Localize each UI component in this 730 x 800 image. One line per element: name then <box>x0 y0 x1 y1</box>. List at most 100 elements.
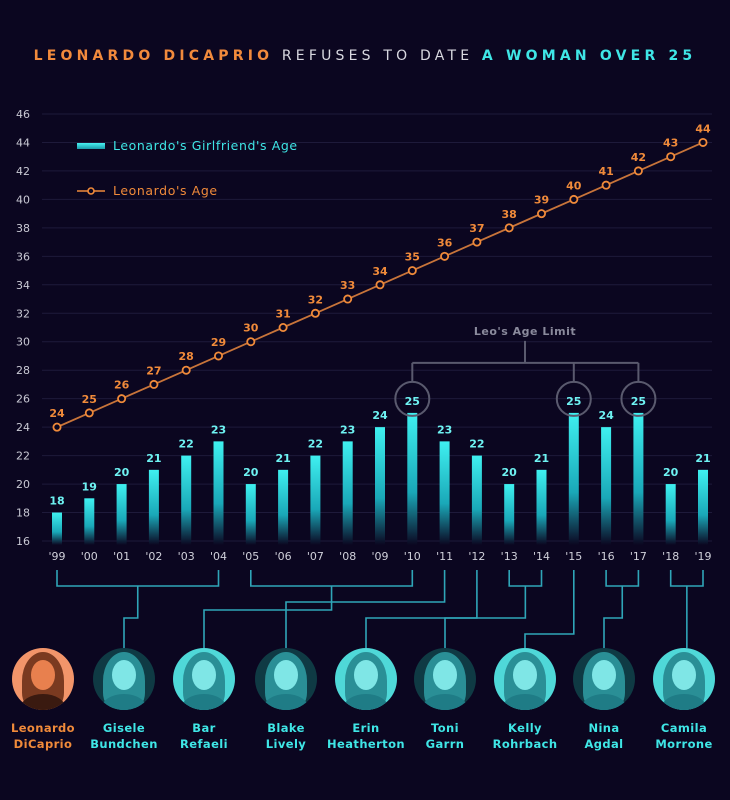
person-name: Leonardo DiCaprio <box>3 720 83 752</box>
connector-line <box>444 586 527 648</box>
person-name: Bar Refaeli <box>164 720 244 752</box>
bar <box>633 412 644 545</box>
first-name: Nina <box>588 721 620 735</box>
leo-age-marker <box>698 137 708 147</box>
age-limit-annotation: Leo's Age Limit <box>394 325 657 417</box>
leo-age-marker <box>472 237 482 247</box>
bar <box>504 484 515 545</box>
person-bar: Bar Refaeli <box>164 648 244 752</box>
first-name: Erin <box>352 721 380 735</box>
bar-value-label: 25 <box>631 395 646 408</box>
x-tick-label: '15 <box>565 550 582 563</box>
x-tick-label: '00 <box>81 550 98 563</box>
leo-age-label: 25 <box>82 393 97 406</box>
last-name: Rohrbach <box>492 737 558 751</box>
x-tick-label: '18 <box>662 550 679 563</box>
last-name: Garrn <box>425 737 465 751</box>
x-tick-label: '12 <box>468 550 485 563</box>
person-name: Blake Lively <box>246 720 326 752</box>
avatar <box>255 648 317 710</box>
leo-age-marker <box>310 308 320 318</box>
x-tick-label: '19 <box>694 550 711 563</box>
bar-value-label: 22 <box>469 438 484 451</box>
connector-line <box>123 586 139 648</box>
y-tick-label: 34 <box>16 279 30 292</box>
connector-line <box>605 570 640 587</box>
avatar <box>173 648 235 710</box>
bar-value-label: 23 <box>437 423 452 436</box>
y-tick-label: 42 <box>16 165 30 178</box>
bar-value-label: 19 <box>82 480 97 493</box>
first-name: Blake <box>267 721 305 735</box>
y-tick-label: 32 <box>16 307 30 320</box>
leo-age-label: 28 <box>179 350 194 363</box>
leo-age-marker <box>633 166 643 176</box>
leo-age-marker <box>117 394 127 404</box>
y-tick-label: 22 <box>16 450 30 463</box>
leo-age-label: 44 <box>695 122 711 135</box>
bar <box>148 469 159 545</box>
first-name: Toni <box>431 721 459 735</box>
x-tick-label: '05 <box>242 550 259 563</box>
bar <box>471 455 482 545</box>
avatar <box>93 648 155 710</box>
bar <box>310 455 321 545</box>
leo-age-label: 37 <box>469 222 484 235</box>
leo-age-marker <box>569 194 579 204</box>
x-tick-label: '09 <box>371 550 388 563</box>
bar-value-label: 21 <box>534 452 549 465</box>
x-tick-label: '06 <box>275 550 292 563</box>
connector-line <box>56 570 220 587</box>
leo-age-marker <box>343 294 353 304</box>
leo-age-marker <box>181 365 191 375</box>
leo-age-marker <box>440 251 450 261</box>
legend: Leonardo's Girlfriend's Age Leonardo's A… <box>77 138 297 198</box>
y-tick-label: 30 <box>16 336 30 349</box>
y-tick-label: 46 <box>16 108 30 121</box>
person-name: Erin Heatherton <box>326 720 406 752</box>
first-name: Camila <box>660 721 708 735</box>
leo-age-marker <box>666 152 676 162</box>
bar-value-label: 25 <box>566 395 581 408</box>
bar-value-label: 24 <box>372 409 388 422</box>
bar <box>278 469 289 545</box>
leo-age-marker <box>52 422 62 432</box>
bar-value-label: 21 <box>695 452 710 465</box>
bar <box>342 441 353 545</box>
y-axis: 16 18 20 22 24 26 28 30 32 34 36 38 40 42 44 46 <box>16 108 30 548</box>
leo-age-marker <box>537 209 547 219</box>
first-name: Kelly <box>508 721 542 735</box>
x-tick-label: '16 <box>598 550 615 563</box>
bar <box>181 455 192 545</box>
first-name: Gisele <box>102 721 146 735</box>
leo-age-label: 24 <box>49 407 65 420</box>
leo-age-marker <box>278 322 288 332</box>
first-name: Leonardo <box>11 721 75 735</box>
last-name: Heatherton <box>327 737 405 751</box>
person-name: Toni Garrn <box>405 720 485 752</box>
leo-age-marker <box>84 408 94 418</box>
bar-value-label: 20 <box>663 466 679 479</box>
person-blake: Blake Lively <box>246 648 326 752</box>
person-leonardo: Leonardo DiCaprio <box>3 648 83 752</box>
person-name: Gisele Bundchen <box>84 720 164 752</box>
bar <box>536 469 547 545</box>
leo-age-label: 39 <box>534 194 549 207</box>
bar <box>116 484 127 545</box>
connector-line <box>508 570 543 587</box>
avatar <box>335 648 397 710</box>
title-part-name: LEONARDO DICAPRIO <box>33 48 274 64</box>
bar <box>52 512 62 545</box>
leo-age-label: 35 <box>405 251 420 264</box>
title-part-middle: REFUSES TO DATE <box>273 48 482 64</box>
bar <box>245 484 256 545</box>
line-series: 24 25 26 27 28 29 30 31 32 33 34 35 36 37 38 39 40 41 42 43… <box>49 122 711 432</box>
connector-line <box>250 570 414 587</box>
bar <box>698 469 708 545</box>
last-name: Refaeli <box>180 737 228 751</box>
bar-value-label: 22 <box>179 438 194 451</box>
y-tick-label: 26 <box>16 393 30 406</box>
bar <box>601 427 612 545</box>
leo-age-marker <box>407 266 417 276</box>
